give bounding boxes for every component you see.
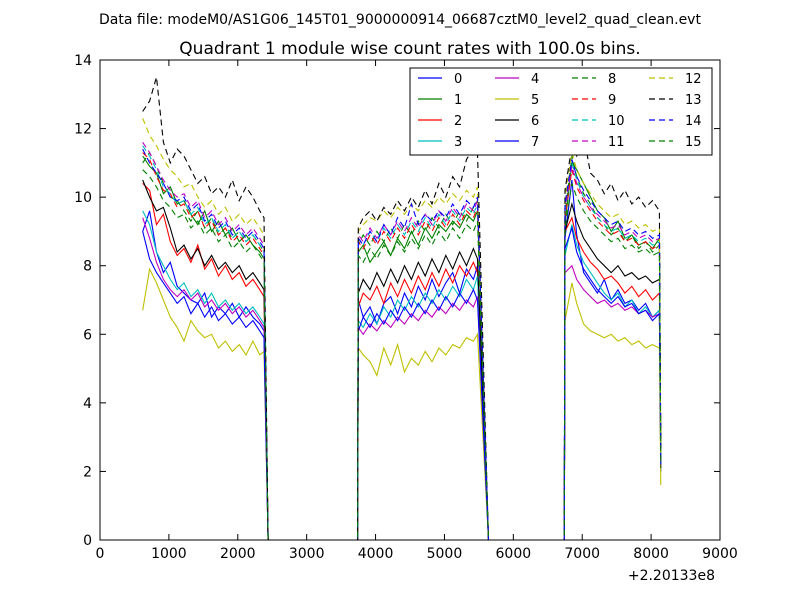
series-line-12: [142, 118, 662, 541]
series-line-4: [142, 217, 662, 541]
series-line-13: [142, 76, 662, 541]
plot-lines: [142, 76, 662, 541]
legend-label-9: 9: [608, 93, 616, 108]
legend-label-13: 13: [685, 93, 702, 108]
y-tick-label: 6: [83, 327, 92, 343]
x-tick-label: 8000: [633, 546, 669, 562]
legend-label-7: 7: [531, 135, 539, 150]
series-line-2: [142, 183, 662, 541]
y-tick-label: 4: [83, 396, 92, 412]
chart-title: Quadrant 1 module wise count rates with …: [179, 39, 640, 59]
x-offset-label: +2.20133e8: [628, 568, 715, 584]
x-tick-label: 1000: [151, 546, 187, 562]
x-tick-label: 2000: [220, 546, 256, 562]
series-line-8: [142, 151, 662, 541]
y-tick-label: 14: [74, 53, 92, 69]
series-line-14: [142, 148, 662, 541]
series-line-1: [142, 155, 662, 541]
series-line-0: [142, 179, 662, 541]
x-tick-label: 0: [96, 546, 105, 562]
x-tick-label: 5000: [427, 546, 463, 562]
plot-frame: [99, 59, 721, 541]
legend-label-11: 11: [608, 135, 625, 150]
x-tick-label: 9000: [702, 546, 738, 562]
legend-label-5: 5: [531, 93, 539, 108]
series-line-10: [142, 145, 662, 541]
series-line-7: [142, 225, 662, 541]
legend-label-4: 4: [531, 72, 539, 87]
legend-label-1: 1: [454, 93, 462, 108]
legend-label-0: 0: [454, 72, 462, 87]
legend-label-15: 15: [685, 135, 702, 150]
y-tick-label: 0: [83, 533, 92, 549]
legend-label-8: 8: [608, 72, 616, 87]
series-line-11: [142, 141, 662, 541]
y-tick-label: 2: [83, 464, 92, 480]
x-tick-label: 4000: [358, 546, 394, 562]
legend-label-14: 14: [685, 114, 702, 129]
legend-label-3: 3: [454, 135, 462, 150]
series-line-9: [142, 152, 662, 541]
y-tick-label: 8: [83, 259, 92, 275]
legend-label-6: 6: [531, 114, 539, 129]
legend-label-10: 10: [608, 114, 625, 129]
y-tick-label: 10: [74, 190, 92, 206]
series-line-15: [142, 169, 662, 541]
legend-label-2: 2: [454, 114, 462, 129]
series-line-3: [142, 210, 662, 541]
figure-suptitle: Data file: modeM0/AS1G06_145T01_90000009…: [99, 12, 701, 28]
legend-label-12: 12: [685, 72, 702, 87]
series-line-5: [142, 267, 662, 541]
x-tick-label: 3000: [289, 546, 325, 562]
x-tick-label: 7000: [564, 546, 600, 562]
series-line-6: [142, 179, 662, 541]
y-tick-label: 12: [74, 122, 92, 138]
x-tick-label: 6000: [496, 546, 532, 562]
x-axis: 0 1000 2000 3000 4000 5000 6000 7000 8000 9000: [96, 60, 738, 562]
